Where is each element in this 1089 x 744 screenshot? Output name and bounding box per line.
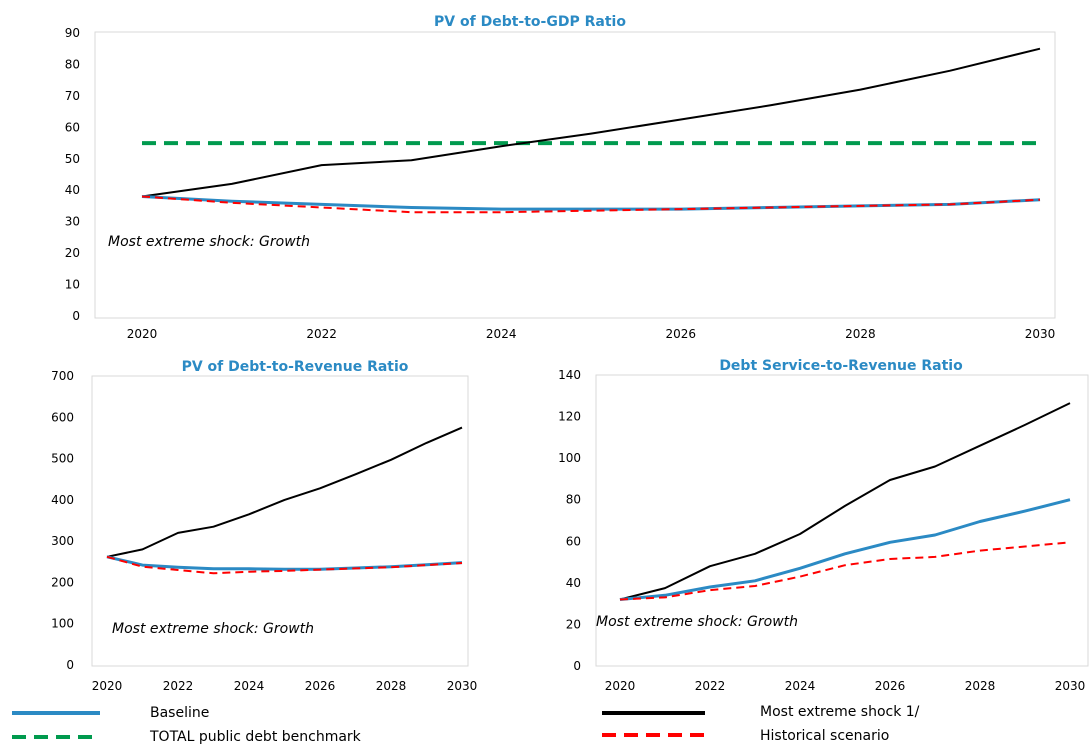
y-tick-label: 300 xyxy=(51,534,74,548)
x-tick-label: 2022 xyxy=(163,679,194,693)
x-tick-label: 2026 xyxy=(666,327,697,341)
x-tick-label: 2024 xyxy=(785,679,816,693)
series-line-baseline xyxy=(619,498,1071,601)
plot-frame xyxy=(94,31,1056,319)
plot-frame xyxy=(595,374,1089,667)
y-tick-label: 40 xyxy=(566,576,581,590)
series-line-historical xyxy=(141,195,1041,214)
x-tick-label: 2028 xyxy=(845,327,876,341)
chart-annotation: Most extreme shock: Growth xyxy=(108,234,310,250)
x-tick-label: 2028 xyxy=(376,679,407,693)
y-tick-label: 100 xyxy=(51,617,74,631)
legend: Baseline TOTAL public debt benchmark Mos… xyxy=(12,704,920,744)
x-tick-label: 2028 xyxy=(965,679,996,693)
chart-title: PV of Debt-to-Revenue Ratio xyxy=(182,359,409,375)
y-tick-label: 20 xyxy=(566,617,581,631)
chart-gdp: PV of Debt-to-GDP Ratio01020304050607080… xyxy=(65,14,1056,341)
y-tick-label: 500 xyxy=(51,452,74,466)
series-line-historical xyxy=(619,541,1071,601)
legend-label-benchmark: TOTAL public debt benchmark xyxy=(149,729,362,744)
y-tick-label: 0 xyxy=(66,658,74,672)
y-tick-label: 90 xyxy=(65,26,80,40)
x-tick-label: 2030 xyxy=(1055,679,1086,693)
y-tick-label: 200 xyxy=(51,575,74,589)
y-tick-label: 60 xyxy=(566,534,581,548)
y-tick-label: 40 xyxy=(65,183,80,197)
y-tick-label: 700 xyxy=(51,369,74,383)
series-line-extreme-shock xyxy=(141,47,1041,198)
chart-title: PV of Debt-to-GDP Ratio xyxy=(434,14,626,30)
x-tick-label: 2022 xyxy=(695,679,726,693)
legend-label-historical: Historical scenario xyxy=(760,728,889,744)
y-tick-label: 0 xyxy=(72,309,80,323)
x-tick-label: 2030 xyxy=(1025,327,1056,341)
chart-annotation: Most extreme shock: Growth xyxy=(112,621,314,637)
x-tick-label: 2020 xyxy=(92,679,123,693)
y-tick-label: 0 xyxy=(573,659,581,673)
y-tick-label: 140 xyxy=(558,368,581,382)
plot-frame xyxy=(91,375,469,667)
y-tick-label: 30 xyxy=(65,215,80,229)
chart-annotation: Most extreme shock: Growth xyxy=(596,614,798,630)
y-tick-label: 120 xyxy=(558,410,581,424)
x-tick-label: 2026 xyxy=(305,679,336,693)
chart-title: Debt Service-to-Revenue Ratio xyxy=(719,358,963,374)
x-tick-label: 2020 xyxy=(605,679,636,693)
y-tick-label: 60 xyxy=(65,120,80,134)
x-tick-label: 2026 xyxy=(875,679,906,693)
series-line-baseline xyxy=(141,195,1041,211)
x-tick-label: 2030 xyxy=(447,679,478,693)
x-tick-label: 2022 xyxy=(306,327,337,341)
y-tick-label: 50 xyxy=(65,152,80,166)
x-tick-label: 2020 xyxy=(127,327,158,341)
series-line-extreme-shock xyxy=(106,426,463,558)
y-tick-label: 80 xyxy=(566,493,581,507)
y-tick-label: 600 xyxy=(51,410,74,424)
y-tick-label: 10 xyxy=(65,278,80,292)
chart-revenue: PV of Debt-to-Revenue Ratio 0 100 200 300 400… xyxy=(51,359,477,693)
chart-debt-service: Debt Service-to-Revenue Ratio 0 20 40 60 80 10… xyxy=(558,358,1089,693)
y-tick-label: 100 xyxy=(558,451,581,465)
x-tick-label: 2024 xyxy=(486,327,517,341)
series-line-baseline xyxy=(106,555,463,571)
y-tick-label: 70 xyxy=(65,89,80,103)
x-tick-label: 2024 xyxy=(234,679,265,693)
legend-label-baseline: Baseline xyxy=(150,705,209,721)
legend-label-extreme-shock: Most extreme shock 1/ xyxy=(760,704,920,720)
y-tick-label: 400 xyxy=(51,493,74,507)
y-tick-label: 20 xyxy=(65,246,80,260)
y-tick-label: 80 xyxy=(65,57,80,71)
series-line-extreme-shock xyxy=(619,402,1071,601)
